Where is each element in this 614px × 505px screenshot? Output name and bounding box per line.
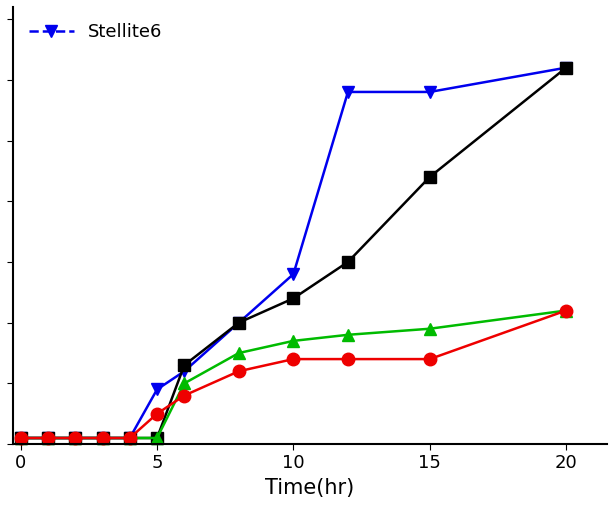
Stellite6 bbox=[290, 271, 297, 277]
Stellite6 bbox=[344, 89, 352, 95]
Stellite6 bbox=[72, 435, 79, 441]
Stellite6 bbox=[426, 89, 433, 95]
Stellite6 bbox=[235, 320, 243, 326]
Legend: Stellite6: Stellite6 bbox=[21, 16, 170, 48]
Stellite6 bbox=[181, 368, 188, 374]
Stellite6 bbox=[99, 435, 106, 441]
Stellite6 bbox=[17, 435, 25, 441]
X-axis label: Time(hr): Time(hr) bbox=[265, 478, 354, 498]
Stellite6 bbox=[44, 435, 52, 441]
Stellite6 bbox=[126, 435, 133, 441]
Stellite6 bbox=[562, 65, 570, 71]
Stellite6 bbox=[154, 386, 161, 392]
Line: Stellite6: Stellite6 bbox=[15, 62, 572, 444]
